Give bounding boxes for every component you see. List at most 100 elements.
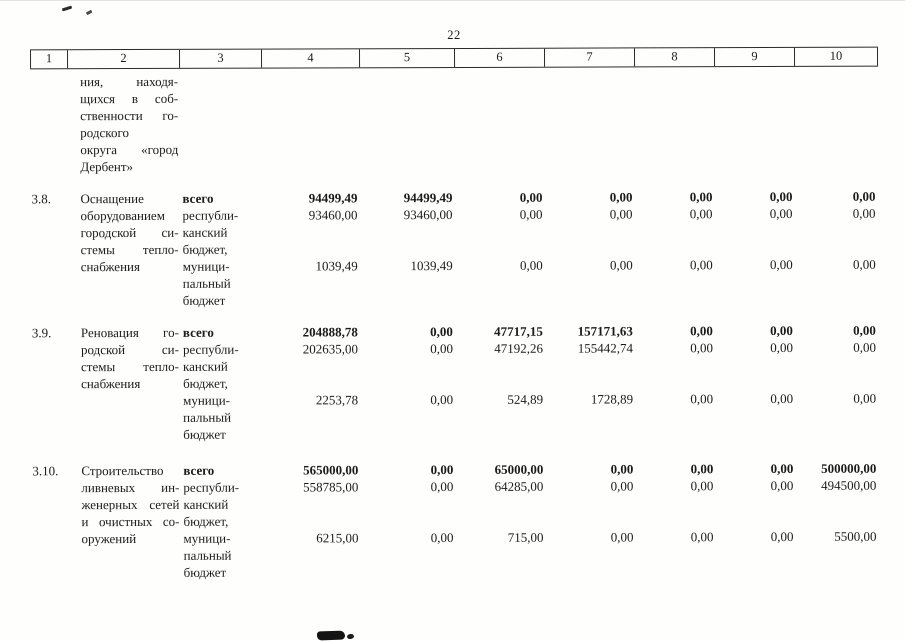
value-municipal: 524,89 — [507, 391, 544, 407]
value-total: 204888,78 — [302, 324, 358, 340]
scan-artifact-mark-1 — [61, 5, 73, 12]
value-municipal: 1039,49 — [315, 258, 358, 274]
value-republican: 0,00 — [770, 339, 793, 356]
value-republican: 64285,00 — [494, 478, 544, 494]
value-total: 500000,00 — [821, 460, 877, 476]
funding-level-label: всего — [182, 324, 214, 340]
cell-col-1: 3.9. — [31, 324, 69, 443]
value-spacer — [361, 512, 456, 529]
funding-level-label: всего — [182, 190, 214, 206]
value-spacer — [636, 222, 716, 239]
word: ственности — [80, 107, 143, 124]
value-spacer — [796, 222, 879, 239]
value-spacer — [636, 239, 716, 256]
row-number: 3.9. — [31, 325, 52, 341]
word: тепло- — [143, 358, 180, 374]
column-number-cell: 8 — [635, 48, 716, 67]
value-total: 94499,49 — [308, 190, 358, 206]
carryover-text-line: Дербент» — [80, 159, 134, 175]
word: си- — [161, 224, 179, 240]
value-spacer — [361, 495, 456, 512]
value-spacer — [716, 511, 796, 528]
cell-col-6: 65000,00 64285,00 715,00 — [456, 461, 546, 580]
ink-smudge — [316, 630, 346, 641]
cell-col-10 — [795, 71, 878, 173]
cell-col-2: ния, находя-щихся в соб-ственности го-родско… — [68, 73, 180, 175]
funding-level-label: республи- — [183, 479, 240, 495]
funding-level-label: бюджет, — [183, 513, 229, 529]
cell-col-4: 565000,00 558785,00 6215,00 — [263, 461, 361, 580]
cell-col-10: 0,00 0,00 0,00 — [795, 188, 878, 307]
cell-col-2: Оснащение оборудованием городской си-стемы т… — [68, 190, 180, 309]
activity-name-line: Реновация го- — [81, 324, 179, 341]
value-total: 0,00 — [770, 322, 793, 339]
cell-col-3: всего республи-канский бюджет, муници-пальн… — [181, 462, 263, 581]
word: округа — [80, 142, 118, 158]
value-total: 94499,49 — [403, 190, 453, 206]
word: Реновация — [80, 324, 139, 341]
cell-col-10: 0,00 0,00 0,00 — [796, 322, 879, 441]
cell-col-4 — [262, 72, 360, 174]
value-spacer — [546, 222, 636, 239]
funding-level-label: бюджет, — [182, 241, 228, 257]
value-spacer — [636, 356, 716, 373]
value-total: 0,00 — [853, 322, 876, 338]
cell-col-6 — [455, 72, 545, 174]
activity-name-line: Строительство — [81, 462, 164, 479]
cell-col-9: 0,00 0,00 0,00 — [715, 188, 795, 307]
cell-col-8: 0,00 0,00 0,00 — [635, 188, 715, 307]
value-spacer — [796, 511, 879, 528]
value-municipal: 0,00 — [770, 528, 794, 545]
activity-name-line: стемы тепло- — [81, 241, 179, 258]
row-number: 3.10. — [32, 463, 59, 479]
value-spacer — [636, 494, 716, 511]
word: и — [81, 514, 89, 530]
value-municipal: 6215,00 — [316, 530, 359, 546]
value-spacer — [263, 495, 361, 512]
cell-col-9 — [715, 71, 795, 173]
value-total: 0,00 — [430, 462, 454, 478]
cell-col-2: Реновация го-родской си-стемы тепло-снабжен… — [69, 324, 181, 443]
value-spacer — [716, 373, 796, 390]
funding-level-label: республи- — [182, 207, 239, 223]
word: си- — [161, 341, 179, 357]
activity-name-line: Оснащение — [80, 190, 144, 207]
cell-col-4: 94499,49 93460,00 1039,49 — [262, 189, 360, 308]
table-body: ния, находя-щихся в соб-ственности го-родско… — [30, 71, 880, 582]
value-spacer — [361, 357, 456, 374]
value-republican: 0,00 — [852, 205, 876, 221]
value-municipal: 0,00 — [519, 257, 543, 273]
cell-col-7: 0,00 0,00 0,00 — [546, 460, 636, 579]
carryover-text-line: родского — [80, 125, 129, 141]
funding-level-label: муници- — [183, 530, 231, 546]
activity-name-line: и очистных со- — [81, 513, 179, 530]
value-republican: 0,00 — [690, 478, 714, 494]
carryover-text-line: ния, находя- — [80, 73, 178, 90]
word: «город — [141, 141, 179, 157]
value-total: 0,00 — [770, 460, 794, 477]
value-republican: 0,00 — [689, 206, 713, 222]
value-total: 565000,00 — [303, 462, 359, 478]
funding-level-label: канский — [183, 496, 229, 512]
value-municipal: 0,00 — [770, 390, 794, 407]
cell-col-3: всего республи-канский бюджет, муници-пальн… — [180, 190, 262, 309]
ink-smudge-small — [346, 633, 355, 640]
value-republican: 0,00 — [853, 339, 876, 355]
funding-level-label: пальный — [183, 547, 232, 563]
value-spacer — [716, 356, 796, 373]
carryover-row: ния, находя-щихся в соб-ственности го-родско… — [30, 71, 878, 176]
word: го- — [162, 107, 179, 123]
value-total: 0,00 — [769, 188, 793, 205]
funding-level-label: пальный — [183, 409, 232, 425]
funding-level-label: бюджет — [182, 292, 226, 308]
value-republican: 155442,74 — [577, 340, 633, 356]
value-municipal: 1728,89 — [590, 391, 634, 407]
column-number-cell: 3 — [180, 49, 263, 68]
word: щихся — [80, 91, 116, 107]
carryover-text-line: округа «город — [80, 141, 178, 158]
funding-level-label: всего — [183, 462, 215, 478]
value-republican: 0,00 — [430, 341, 453, 357]
cell-col-5: 0,00 0,00 0,00 — [361, 323, 456, 442]
scan-artifact-mark-2 — [85, 9, 93, 15]
value-municipal: 0,00 — [430, 392, 454, 408]
